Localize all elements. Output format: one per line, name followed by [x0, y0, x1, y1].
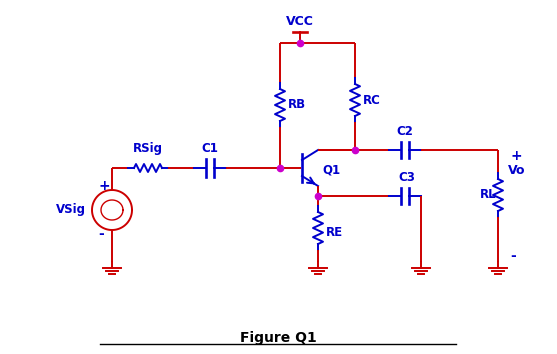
Text: C1: C1 [202, 142, 218, 155]
Text: RE: RE [326, 227, 343, 240]
Text: Vo: Vo [508, 164, 525, 177]
Text: +: + [510, 149, 521, 163]
Text: -: - [510, 249, 516, 263]
Text: +: + [98, 179, 110, 193]
Text: RB: RB [288, 98, 306, 112]
Text: RSig: RSig [133, 142, 163, 155]
Text: -: - [98, 227, 104, 241]
Text: Figure Q1: Figure Q1 [240, 331, 316, 345]
Text: RC: RC [363, 93, 381, 107]
Text: VCC: VCC [286, 15, 314, 28]
Text: C3: C3 [399, 171, 416, 184]
Text: VSig: VSig [56, 204, 86, 217]
Text: Q1: Q1 [322, 164, 340, 177]
Text: C2: C2 [397, 125, 413, 138]
Text: RL: RL [480, 188, 497, 201]
